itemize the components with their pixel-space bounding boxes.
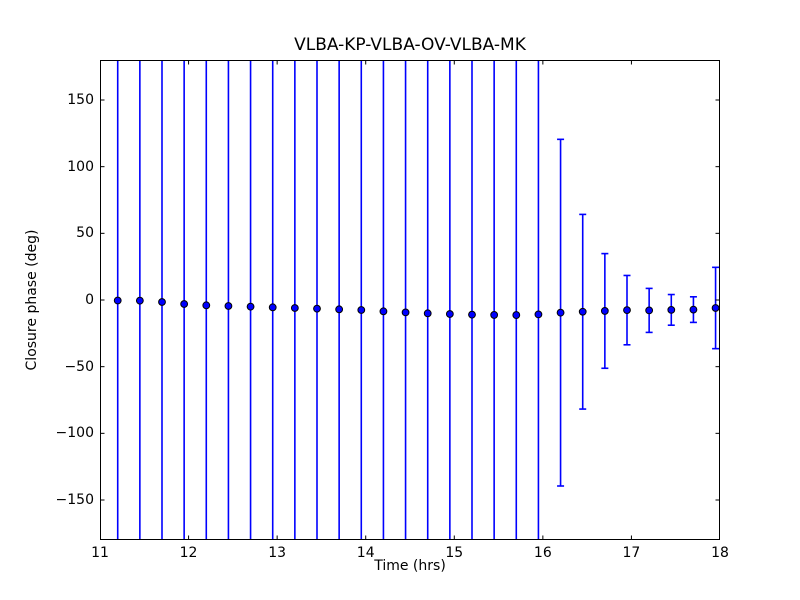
data-point-marker bbox=[113, 296, 122, 305]
data-point-marker bbox=[313, 304, 321, 313]
x-tick-label: 13 bbox=[268, 545, 287, 561]
x-tick-label: 18 bbox=[711, 545, 729, 561]
data-point-marker bbox=[667, 305, 676, 314]
data-point-marker bbox=[158, 298, 166, 306]
data-point-marker bbox=[711, 304, 720, 312]
axes-frame bbox=[100, 60, 720, 540]
data-point-marker bbox=[268, 303, 277, 312]
data-point-marker bbox=[490, 311, 499, 319]
y-tick-label: −50 bbox=[64, 358, 94, 375]
data-point-marker bbox=[534, 310, 543, 319]
data-point-marker bbox=[401, 308, 410, 317]
data-point-marker bbox=[445, 310, 454, 318]
data-point-marker bbox=[357, 306, 366, 314]
x-tick-label: 17 bbox=[622, 545, 641, 561]
plot-area bbox=[100, 60, 720, 540]
y-tick-label: 0 bbox=[85, 292, 94, 308]
x-axis-label: Time (hrs) bbox=[374, 558, 446, 574]
data-point-marker bbox=[689, 305, 698, 314]
error-bar-group bbox=[113, 60, 720, 540]
x-tick-label: 15 bbox=[445, 545, 464, 561]
data-point-marker bbox=[578, 307, 587, 316]
y-tick-label: −150 bbox=[55, 492, 94, 508]
data-point-marker bbox=[202, 301, 211, 310]
y-tick-label: −100 bbox=[55, 425, 94, 442]
x-tick-label: 12 bbox=[179, 545, 198, 561]
data-point-marker bbox=[135, 296, 144, 305]
x-tick-label: 14 bbox=[356, 545, 375, 561]
data-point-marker bbox=[180, 300, 189, 308]
data-point-marker bbox=[423, 309, 432, 318]
data-point-marker bbox=[623, 306, 631, 315]
data-point-marker bbox=[468, 310, 476, 319]
y-tick-label: 150 bbox=[67, 92, 94, 108]
x-tick-label: 11 bbox=[91, 545, 109, 561]
data-point-marker bbox=[224, 302, 233, 310]
y-tick-label: 50 bbox=[76, 225, 94, 242]
data-point-marker bbox=[600, 307, 609, 315]
data-point-marker bbox=[556, 308, 565, 317]
x-tick-label: 16 bbox=[533, 545, 552, 561]
data-point-marker bbox=[379, 307, 388, 316]
data-point-marker bbox=[512, 311, 521, 319]
y-tick-label: 100 bbox=[67, 158, 94, 175]
data-point-marker bbox=[335, 305, 344, 314]
chart-title: VLBA-KP-VLBA-OV-VLBA-MK bbox=[294, 35, 526, 55]
data-point-marker bbox=[645, 306, 654, 315]
data-point-marker bbox=[290, 304, 299, 312]
data-point-marker bbox=[246, 302, 255, 311]
